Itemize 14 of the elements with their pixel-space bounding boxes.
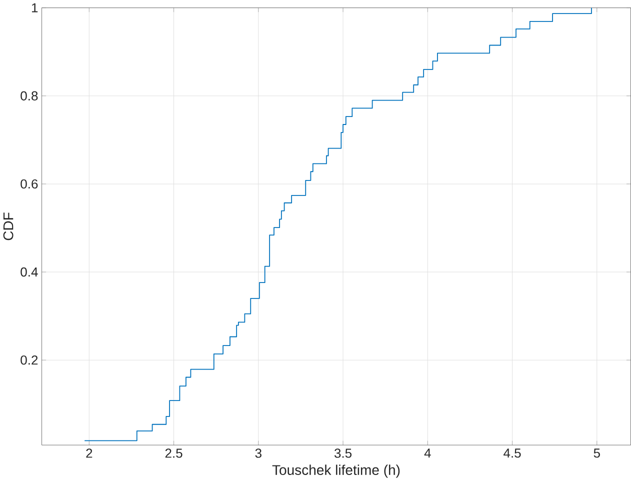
x-tick-label: 5	[594, 448, 600, 458]
y-axis-title: CDF	[3, 212, 14, 240]
x-tick-label: 3	[255, 448, 262, 458]
x-tick-label: 2.5	[165, 448, 182, 458]
x-tick-label: 3.5	[334, 448, 352, 458]
y-tick-label: 0.6	[20, 179, 38, 189]
x-axis-title: Touschek lifetime (h)	[272, 464, 400, 478]
x-tick-label: 4.5	[504, 448, 521, 458]
y-tick-label: 0.8	[20, 91, 38, 100]
x-tick-label: 4	[424, 448, 431, 458]
y-tick-label: 0.2	[20, 355, 38, 365]
x-tick-label: 2	[86, 448, 92, 458]
y-tick-label: 0.4	[20, 267, 38, 277]
y-tick-label: 1	[32, 3, 38, 12]
